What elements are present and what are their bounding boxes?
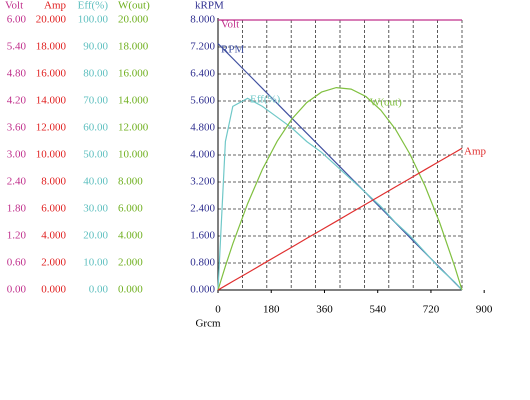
y-tick-label: 100.00 (78, 14, 109, 26)
axis-title: Amp (44, 0, 67, 12)
y-tick-label: 10.00 (83, 257, 108, 269)
y-tick-label: 20.000 (118, 14, 149, 26)
y-tick-label: 3.60 (7, 122, 27, 134)
y-tick-label: 2.000 (41, 257, 66, 269)
y-tick-label: 8.000 (41, 176, 66, 188)
y-tick-label: 70.00 (83, 95, 108, 107)
y-tick-label: 6.000 (41, 203, 66, 215)
y-tick-label: 0.000 (190, 284, 215, 296)
y-tick-label: 14.000 (118, 95, 149, 107)
y-tick-label: 5.40 (7, 41, 27, 53)
y-tick-label: 4.80 (7, 68, 27, 80)
y-tick-label: 60.00 (83, 122, 108, 134)
y-tick-label: 80.00 (83, 68, 108, 80)
y-tick-label: 7.200 (190, 41, 215, 53)
y-tick-label: 4.20 (7, 95, 27, 107)
y-tick-label: 0.800 (190, 257, 215, 269)
y-tick-label: 2.000 (118, 257, 143, 269)
y-tick-label: 16.000 (36, 68, 67, 80)
axis-title: Eff(%) (78, 0, 109, 12)
y-tick-label: 4.000 (41, 230, 66, 242)
y-tick-label: 4.800 (190, 122, 215, 134)
series-label: W(out) (370, 97, 402, 109)
y-tick-label: 1.80 (7, 203, 27, 215)
axis-title: kRPM (195, 0, 224, 12)
y-tick-label: 20.00 (83, 230, 108, 242)
y-tick-label: 3.200 (190, 176, 215, 188)
x-tick-label: 0 (215, 304, 221, 316)
y-tick-label: 12.000 (118, 122, 149, 134)
y-tick-label: 16.000 (118, 68, 149, 80)
y-tick-label: 0.000 (41, 284, 66, 296)
y-tick-label: 1.20 (7, 230, 27, 242)
x-tick-label: 180 (263, 304, 280, 316)
y-tick-label: 4.000 (190, 149, 215, 161)
y-tick-label: 5.600 (190, 95, 215, 107)
series-line (217, 97, 463, 291)
y-tick-label: 20.000 (36, 14, 67, 26)
y-tick-label: 2.400 (190, 203, 215, 215)
x-axis-label: Grcm (195, 318, 220, 330)
series-label: RPM (221, 44, 244, 56)
y-tick-label: 6.400 (190, 68, 215, 80)
y-tick-label: 0.60 (7, 257, 27, 269)
y-tick-label: 10.000 (118, 149, 149, 161)
y-tick-label: 50.00 (83, 149, 108, 161)
series-label: Volt (221, 19, 239, 31)
series-label: Eff(%) (250, 94, 281, 106)
y-tick-label: 0.00 (7, 284, 27, 296)
y-tick-label: 18.000 (118, 41, 149, 53)
y-tick-label: 18.000 (36, 41, 67, 53)
axis-title: Volt (5, 0, 23, 12)
series-line (217, 147, 463, 291)
y-tick-label: 3.00 (7, 149, 27, 161)
y-tick-label: 2.40 (7, 176, 27, 188)
series-line (217, 86, 463, 291)
y-tick-label: 40.00 (83, 176, 108, 188)
y-tick-label: 0.000 (118, 284, 143, 296)
y-tick-label: 90.00 (83, 41, 108, 53)
x-tick-label: 900 (476, 304, 493, 316)
y-tick-label: 1.600 (190, 230, 215, 242)
y-tick-label: 30.00 (83, 203, 108, 215)
x-tick-label: 720 (423, 304, 440, 316)
y-tick-label: 4.000 (118, 230, 143, 242)
series-label: Amp (464, 146, 487, 158)
y-tick-label: 12.000 (36, 122, 67, 134)
y-tick-label: 14.000 (36, 95, 67, 107)
y-tick-label: 6.00 (7, 14, 27, 26)
y-tick-label: 6.000 (118, 203, 143, 215)
x-tick-label: 360 (316, 304, 333, 316)
y-tick-label: 8.000 (190, 14, 215, 26)
y-tick-label: 0.00 (89, 284, 109, 296)
y-tick-label: 8.000 (118, 176, 143, 188)
y-tick-label: 10.000 (36, 149, 67, 161)
x-tick-label: 540 (369, 304, 386, 316)
axis-title: W(out) (118, 0, 150, 12)
